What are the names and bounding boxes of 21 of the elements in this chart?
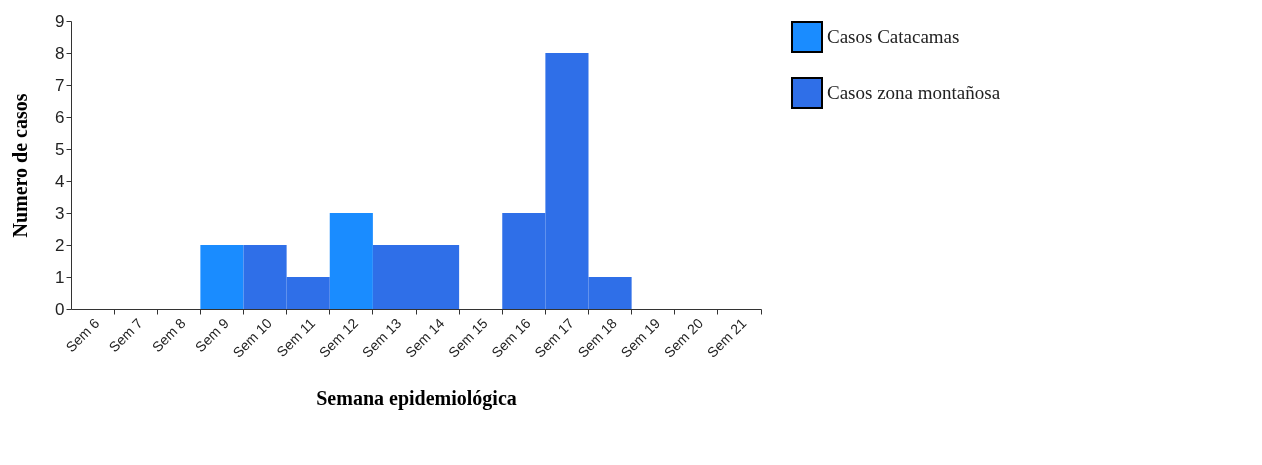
- x-tick-label: Sem 17: [531, 314, 577, 361]
- x-tick-label: Sem 15: [445, 314, 491, 361]
- y-tick-label: 0: [55, 299, 65, 319]
- y-tick-label: 2: [55, 235, 65, 255]
- y-tick-label: 5: [55, 139, 65, 159]
- x-tick-label: Sem 16: [488, 314, 534, 361]
- legend-label: Casos Catacamas: [827, 26, 960, 47]
- legend-label: Casos zona montañosa: [827, 82, 1001, 103]
- bar: [200, 245, 244, 309]
- y-tick-label: 3: [55, 203, 65, 223]
- y-tick-label: 4: [55, 171, 65, 191]
- y-tick-label: 7: [55, 75, 65, 95]
- y-axis-title: Numero de casos: [9, 93, 32, 238]
- y-tick-label: 6: [55, 107, 65, 127]
- x-tick-label: Sem 14: [402, 314, 448, 361]
- x-tick-label: Sem 10: [229, 314, 276, 361]
- y-tick-label: 1: [55, 267, 65, 287]
- y-tick-label: 9: [55, 11, 65, 31]
- x-axis-title: Semana epidemiológica: [316, 386, 517, 410]
- y-tick-label: 8: [55, 43, 65, 63]
- bar: [329, 213, 373, 309]
